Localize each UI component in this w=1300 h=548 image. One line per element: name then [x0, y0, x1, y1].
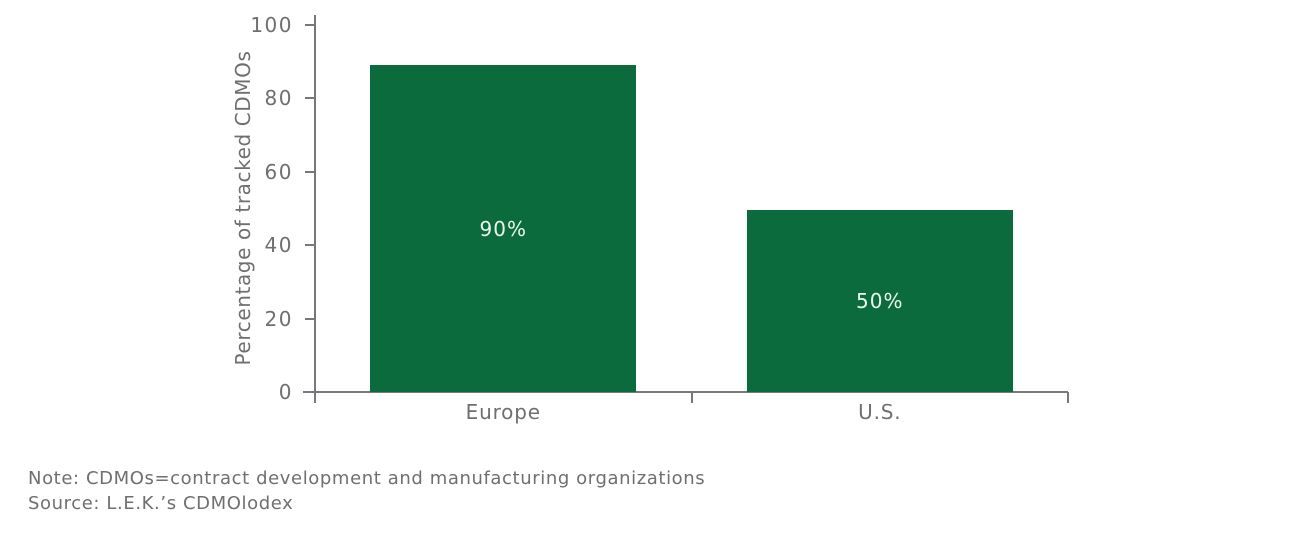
x-axis-tick [1067, 392, 1069, 403]
x-axis-tick [690, 392, 693, 403]
bar-value-label: 50% [856, 289, 904, 314]
bar-europe: 90% [370, 65, 637, 392]
y-axis-tick-label: 80 [264, 86, 293, 111]
y-axis-tick-label: 0 [278, 380, 293, 404]
y-axis-tick [305, 97, 315, 100]
y-axis-line [314, 15, 316, 403]
y-axis-tick [305, 317, 315, 320]
y-axis-tick [305, 24, 315, 26]
y-axis-tick-label: 60 [264, 159, 293, 184]
bar-us: 50% [746, 210, 1013, 392]
y-axis-tick [305, 170, 315, 173]
source-text: Source: L.E.K.’s CDMOlodex [28, 493, 294, 514]
y-axis-tick [305, 244, 315, 247]
x-axis-category-label: U.S. [858, 400, 902, 424]
note-text: Note: CDMOs=contract development and man… [28, 468, 706, 489]
y-axis-tick-label: 100 [250, 13, 293, 37]
bar-value-label: 90% [479, 216, 527, 241]
y-axis-tick-label: 40 [264, 233, 293, 258]
y-axis-title: Percentage of tracked CDMOs [231, 50, 255, 366]
x-axis-tick [314, 392, 316, 403]
x-axis-category-label: Europe [465, 400, 541, 424]
x-axis-line [303, 391, 1068, 393]
y-axis-tick [305, 391, 315, 393]
footer-notes: Note: CDMOs=contract development and man… [28, 466, 705, 516]
y-axis-tick-label: 20 [264, 306, 293, 331]
